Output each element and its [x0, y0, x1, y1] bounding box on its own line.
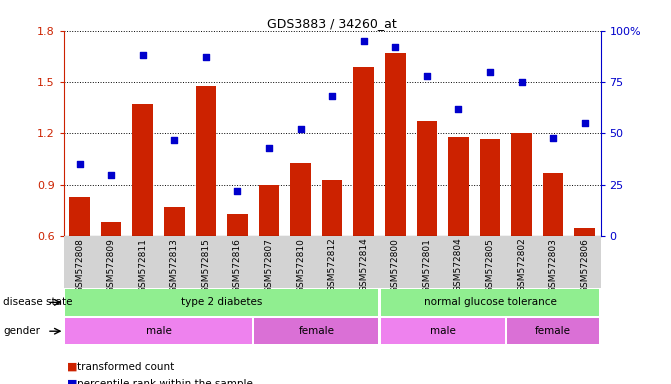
Text: ■: ■ — [67, 379, 78, 384]
Text: GSM572814: GSM572814 — [359, 238, 368, 293]
Point — [106, 171, 117, 177]
Point — [579, 120, 590, 126]
Text: male: male — [146, 326, 171, 336]
Point — [484, 69, 495, 75]
Point — [201, 55, 211, 61]
Bar — [543, 173, 564, 236]
Point — [358, 38, 369, 44]
Text: female: female — [299, 326, 334, 336]
Text: GSM572809: GSM572809 — [107, 238, 115, 293]
Point — [264, 145, 274, 151]
Bar — [164, 207, 185, 236]
Text: GSM572815: GSM572815 — [201, 238, 210, 293]
Bar — [195, 86, 216, 236]
Bar — [101, 222, 121, 236]
Bar — [574, 228, 595, 236]
Bar — [65, 289, 378, 316]
Bar — [448, 137, 469, 236]
Text: transformed count: transformed count — [77, 362, 174, 372]
Point — [390, 44, 401, 50]
Bar — [511, 133, 532, 236]
Text: GSM572804: GSM572804 — [454, 238, 463, 293]
Text: disease state: disease state — [3, 297, 73, 308]
Bar — [417, 121, 437, 236]
Point — [548, 134, 558, 141]
Bar — [259, 185, 279, 236]
Text: GSM572806: GSM572806 — [580, 238, 589, 293]
Point — [453, 106, 464, 112]
Text: GSM572800: GSM572800 — [391, 238, 400, 293]
Point — [327, 93, 338, 99]
Text: GSM572805: GSM572805 — [486, 238, 495, 293]
Text: female: female — [535, 326, 571, 336]
Text: GSM572813: GSM572813 — [170, 238, 178, 293]
Bar — [380, 289, 599, 316]
Point — [295, 126, 306, 132]
Bar — [132, 104, 153, 236]
Bar — [380, 318, 505, 344]
Point — [232, 188, 243, 194]
Text: type 2 diabetes: type 2 diabetes — [181, 297, 262, 308]
Point — [74, 161, 85, 167]
Point — [516, 79, 527, 85]
Bar — [480, 139, 501, 236]
Bar — [354, 67, 374, 236]
Bar — [507, 318, 599, 344]
Bar — [385, 53, 405, 236]
Text: GSM572810: GSM572810 — [296, 238, 305, 293]
Text: GSM572808: GSM572808 — [75, 238, 84, 293]
Bar — [69, 197, 90, 236]
Text: GSM572803: GSM572803 — [549, 238, 558, 293]
Text: GSM572816: GSM572816 — [233, 238, 242, 293]
Bar — [322, 180, 342, 236]
Text: GSM572802: GSM572802 — [517, 238, 526, 293]
Bar — [65, 318, 252, 344]
Text: GSM572801: GSM572801 — [422, 238, 431, 293]
Text: GSM572811: GSM572811 — [138, 238, 147, 293]
Bar — [227, 214, 248, 236]
Text: GSM572807: GSM572807 — [264, 238, 274, 293]
Point — [421, 73, 432, 79]
Text: ■: ■ — [67, 362, 78, 372]
Title: GDS3883 / 34260_at: GDS3883 / 34260_at — [267, 17, 397, 30]
Text: gender: gender — [3, 326, 40, 336]
Text: normal glucose tolerance: normal glucose tolerance — [423, 297, 556, 308]
Text: GSM572812: GSM572812 — [327, 238, 337, 293]
Point — [138, 52, 148, 58]
Text: percentile rank within the sample: percentile rank within the sample — [77, 379, 253, 384]
Point — [169, 137, 180, 143]
Text: male: male — [429, 326, 456, 336]
Bar — [254, 318, 378, 344]
Bar — [291, 162, 311, 236]
